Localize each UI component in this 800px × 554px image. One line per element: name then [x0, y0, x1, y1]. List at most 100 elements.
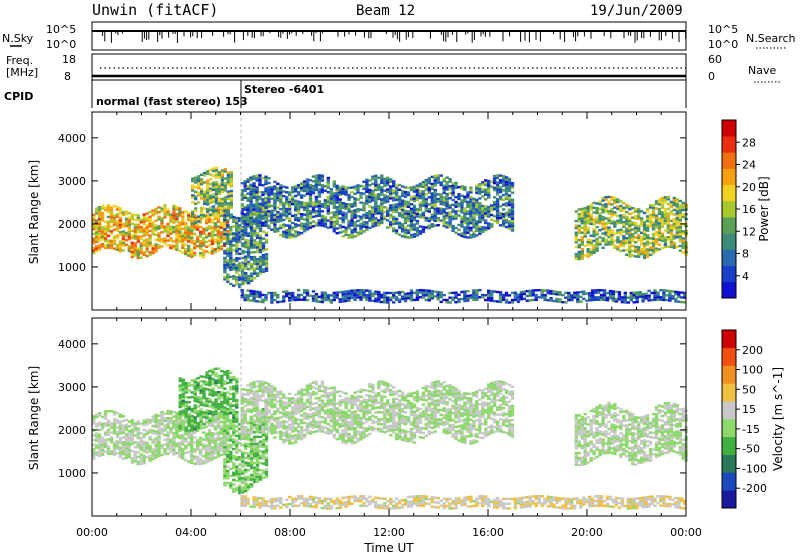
echo-cell: [255, 212, 259, 215]
echo-cell: [415, 191, 420, 194]
echo-cell: [196, 410, 200, 413]
echo-cell: [561, 301, 565, 304]
echo-cell: [604, 196, 608, 199]
echo-cell: [586, 222, 590, 225]
echo-cell: [190, 253, 194, 256]
echo-cell: [207, 251, 212, 254]
echo-cell: [198, 233, 203, 236]
echo-cell: [214, 367, 218, 370]
echo-cell: [142, 232, 146, 235]
echo-cell: [196, 220, 201, 223]
echo-cell: [302, 204, 307, 207]
echo-cell: [678, 244, 682, 248]
echo-cell: [97, 222, 102, 225]
echo-cell: [314, 195, 319, 199]
echo-cell: [213, 418, 218, 421]
echo-cell: [207, 436, 212, 439]
echo-cell: [335, 187, 339, 190]
echo-cell: [249, 265, 254, 268]
echo-cell: [610, 238, 614, 242]
echo-cell: [377, 188, 381, 191]
echo-cell: [223, 266, 227, 269]
echo-cell: [115, 435, 120, 438]
echo-cell: [611, 297, 616, 300]
echo-cell: [457, 223, 461, 227]
echo-cell: [223, 413, 227, 416]
echo-cell: [210, 219, 215, 222]
echo-cell: [583, 214, 587, 217]
echo-cell: [190, 459, 194, 462]
echo-cell: [418, 296, 423, 299]
echo-cell: [252, 210, 257, 214]
echo-cell: [430, 182, 434, 186]
echo-cell: [628, 226, 632, 230]
echo-cell: [112, 247, 117, 250]
echo-cell: [308, 183, 313, 187]
echo-cell: [368, 184, 372, 187]
echo-cell: [487, 224, 491, 228]
echo-cell: [302, 225, 307, 228]
echo-cell: [255, 198, 259, 201]
echo-cell: [127, 451, 131, 454]
echo-cell: [166, 208, 170, 211]
echo-cell: [106, 206, 111, 209]
echo-cell: [613, 223, 617, 226]
echo-cell: [674, 290, 678, 294]
echo-cell: [205, 193, 210, 197]
echo-cell: [217, 187, 222, 191]
echo-cell: [136, 216, 140, 219]
echo-cell: [106, 225, 111, 228]
echo-cell: [258, 234, 263, 237]
echo-cell: [210, 252, 215, 255]
echo-cell: [226, 400, 230, 404]
echo-cell: [326, 186, 330, 189]
echo-cell: [501, 293, 506, 297]
echo-cell: [611, 290, 616, 293]
echo-cell: [261, 246, 266, 250]
echo-cell: [317, 174, 322, 177]
echo-cell: [332, 294, 336, 297]
echo-cell: [226, 455, 230, 459]
echo-cell: [305, 228, 310, 231]
echo-cell: [226, 266, 230, 269]
echo-cell: [302, 206, 307, 209]
echo-cell: [651, 247, 656, 250]
echo-cell: [362, 185, 366, 188]
echo-cell: [466, 217, 470, 220]
echo-cell: [166, 424, 170, 427]
echo-cell: [353, 298, 357, 302]
echo-cell: [229, 249, 233, 253]
echo-cell: [675, 198, 679, 201]
echo-cell: [628, 250, 632, 253]
echo-cell: [406, 229, 411, 232]
echo-cell: [498, 291, 503, 294]
echo-cell: [211, 373, 215, 376]
echo-cell: [564, 291, 568, 295]
echo-cell: [211, 403, 215, 407]
echo-cell: [187, 429, 191, 432]
echo-cell: [299, 293, 304, 297]
echo-cell: [115, 445, 120, 448]
echo-cell: [457, 293, 461, 296]
echo-cell: [592, 235, 596, 238]
echo-cell: [389, 223, 393, 226]
echo-cell: [210, 242, 215, 246]
echo-cell: [448, 291, 452, 295]
echo-cell: [415, 196, 420, 199]
echo-cell: [196, 395, 200, 399]
echo-cell: [118, 413, 123, 416]
echo-cell: [130, 433, 134, 436]
echo-cell: [235, 387, 239, 390]
echo-cell: [223, 424, 227, 428]
echo-cell: [238, 228, 242, 232]
echo-cell: [507, 189, 512, 192]
echo-cell: [510, 217, 515, 220]
echo-cell: [216, 433, 221, 437]
echo-cell: [469, 198, 473, 201]
echo-cell: [226, 381, 230, 385]
echo-cell: [677, 295, 681, 299]
echo-cell: [329, 298, 333, 302]
echo-cell: [320, 293, 325, 297]
echo-cell: [282, 223, 286, 226]
echo-cell: [261, 244, 266, 247]
